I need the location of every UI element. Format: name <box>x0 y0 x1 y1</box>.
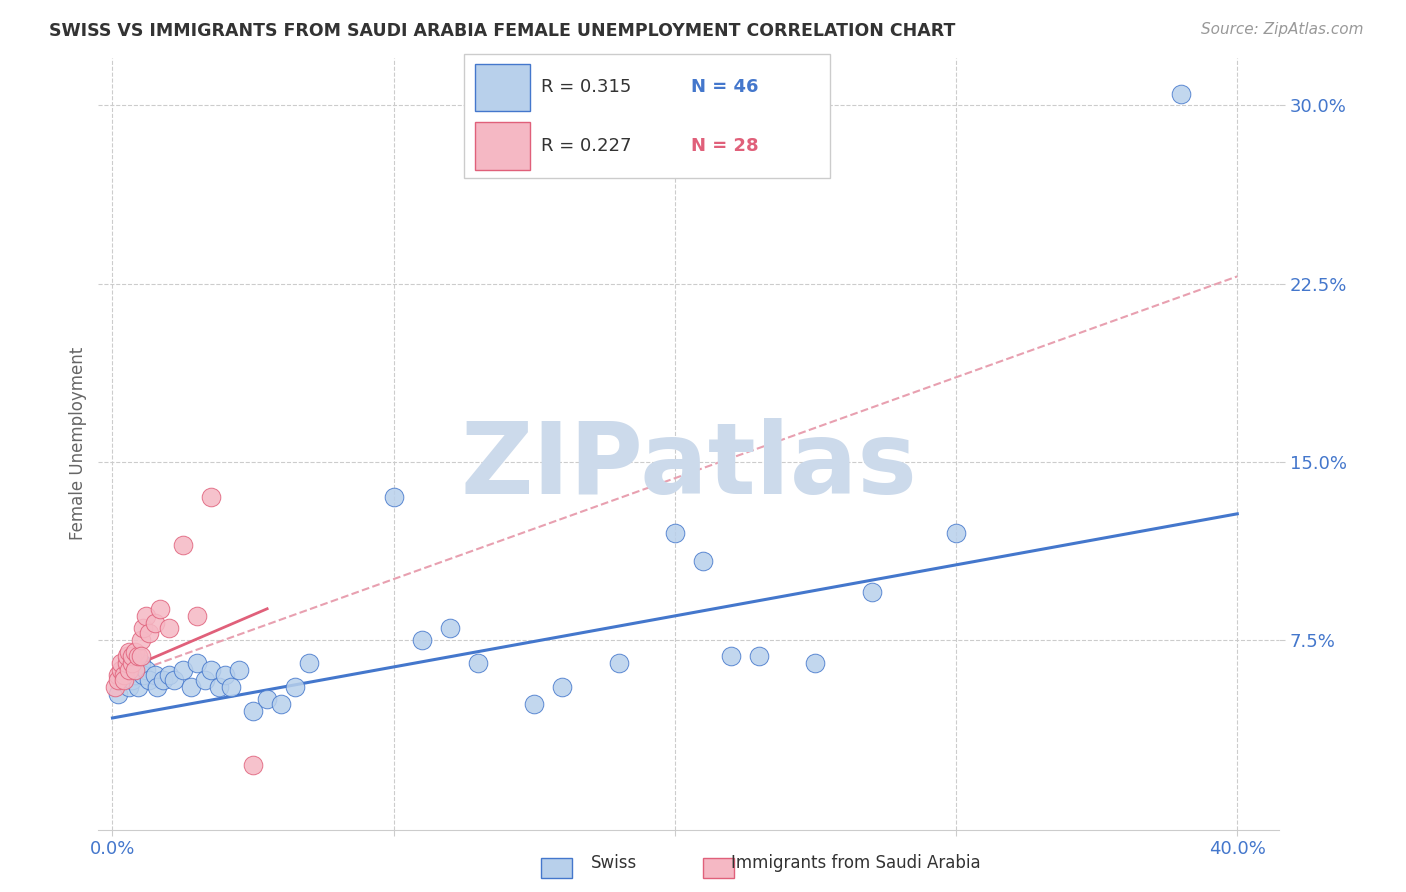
Point <box>138 673 160 687</box>
Text: N = 46: N = 46 <box>690 78 758 96</box>
Point <box>439 621 461 635</box>
Point <box>1170 87 1192 101</box>
Y-axis label: Female Unemployment: Female Unemployment <box>69 347 87 541</box>
Point <box>242 758 264 772</box>
Text: SWISS VS IMMIGRANTS FROM SAUDI ARABIA FEMALE UNEMPLOYMENT CORRELATION CHART: SWISS VS IMMIGRANTS FROM SAUDI ARABIA FE… <box>49 22 956 40</box>
Point <box>157 621 180 635</box>
Text: ZIPatlas: ZIPatlas <box>461 418 917 516</box>
Point <box>523 697 546 711</box>
Point <box>748 649 770 664</box>
Point <box>172 538 194 552</box>
Point <box>115 664 138 678</box>
Point <box>945 525 967 540</box>
Point <box>118 680 141 694</box>
Point <box>146 680 169 694</box>
Point <box>129 632 152 647</box>
Text: N = 28: N = 28 <box>690 137 758 155</box>
Text: Swiss: Swiss <box>591 855 637 872</box>
Point <box>112 668 135 682</box>
Point <box>124 668 146 682</box>
Point <box>382 490 405 504</box>
Text: Source: ZipAtlas.com: Source: ZipAtlas.com <box>1201 22 1364 37</box>
Point <box>163 673 186 687</box>
Point <box>127 649 149 664</box>
Point <box>208 680 231 694</box>
Point <box>180 680 202 694</box>
Text: R = 0.227: R = 0.227 <box>541 137 631 155</box>
Point <box>118 664 141 678</box>
Point <box>107 668 129 682</box>
Point <box>124 644 146 658</box>
Point <box>135 608 157 623</box>
Text: Immigrants from Saudi Arabia: Immigrants from Saudi Arabia <box>731 855 981 872</box>
Point <box>132 668 155 682</box>
Point <box>186 657 208 671</box>
Point <box>298 657 321 671</box>
Point <box>107 673 129 687</box>
Point <box>551 680 574 694</box>
Point <box>143 615 166 630</box>
Point <box>607 657 630 671</box>
Point <box>467 657 489 671</box>
Point <box>121 649 143 664</box>
Point <box>200 664 222 678</box>
Point <box>214 668 236 682</box>
Point <box>411 632 433 647</box>
Point <box>132 621 155 635</box>
Point <box>186 608 208 623</box>
Point <box>194 673 217 687</box>
Point <box>692 554 714 568</box>
Point <box>110 664 132 678</box>
Point <box>107 687 129 701</box>
Point <box>256 692 278 706</box>
FancyBboxPatch shape <box>475 122 530 169</box>
Text: R = 0.315: R = 0.315 <box>541 78 631 96</box>
Point <box>112 668 135 682</box>
Point <box>200 490 222 504</box>
Point <box>110 657 132 671</box>
FancyBboxPatch shape <box>475 63 530 111</box>
Point <box>121 657 143 671</box>
Point <box>149 601 172 615</box>
Point <box>112 673 135 687</box>
Point <box>860 585 883 599</box>
FancyBboxPatch shape <box>464 54 830 178</box>
Point <box>152 673 174 687</box>
Point <box>129 657 152 671</box>
Point <box>124 664 146 678</box>
Point <box>115 657 138 671</box>
Point <box>242 704 264 718</box>
Point <box>104 680 127 694</box>
Point <box>284 680 307 694</box>
Point <box>127 680 149 694</box>
Point <box>720 649 742 664</box>
Point <box>110 673 132 687</box>
Point <box>219 680 242 694</box>
Point <box>135 664 157 678</box>
Point <box>118 644 141 658</box>
Point <box>129 649 152 664</box>
Point <box>157 668 180 682</box>
Point <box>664 525 686 540</box>
Point <box>804 657 827 671</box>
Point <box>121 673 143 687</box>
Point <box>270 697 292 711</box>
Point <box>115 649 138 664</box>
Point <box>143 668 166 682</box>
Point <box>172 664 194 678</box>
Point <box>138 625 160 640</box>
Point <box>228 664 250 678</box>
